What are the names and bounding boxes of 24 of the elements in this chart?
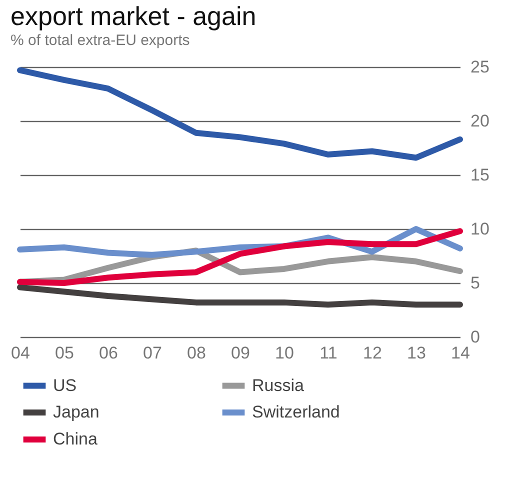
x-tick-label: 10	[275, 344, 294, 362]
chart-subtitle: % of total extra-EU exports	[10, 32, 190, 49]
chart-title: export market - again	[10, 1, 256, 31]
x-tick-label: 11	[320, 344, 338, 362]
y-tick-label: 5	[470, 274, 480, 292]
x-tick-label: 06	[99, 344, 118, 362]
legend-label: China	[53, 430, 98, 448]
x-tick-label: 13	[407, 344, 426, 362]
y-tick-label: 25	[470, 58, 490, 76]
y-tick-label: 0	[470, 328, 480, 346]
y-tick-label: 15	[470, 166, 490, 184]
legend-label: US	[53, 376, 77, 395]
legend-label: Japan	[53, 402, 100, 422]
x-tick-label: 05	[55, 344, 74, 362]
x-tick-label: 09	[231, 344, 250, 362]
x-tick-label: 08	[187, 344, 206, 362]
x-tick-label: 12	[363, 344, 382, 362]
y-tick-label: 20	[470, 112, 490, 130]
x-tick-label: 07	[143, 344, 162, 362]
x-tick-label: 04	[11, 344, 30, 362]
y-tick-label: 10	[470, 220, 490, 238]
legend-label: Switzerland	[252, 402, 340, 422]
legend-label: Russia	[252, 376, 305, 395]
x-tick-label: 14	[451, 344, 470, 362]
